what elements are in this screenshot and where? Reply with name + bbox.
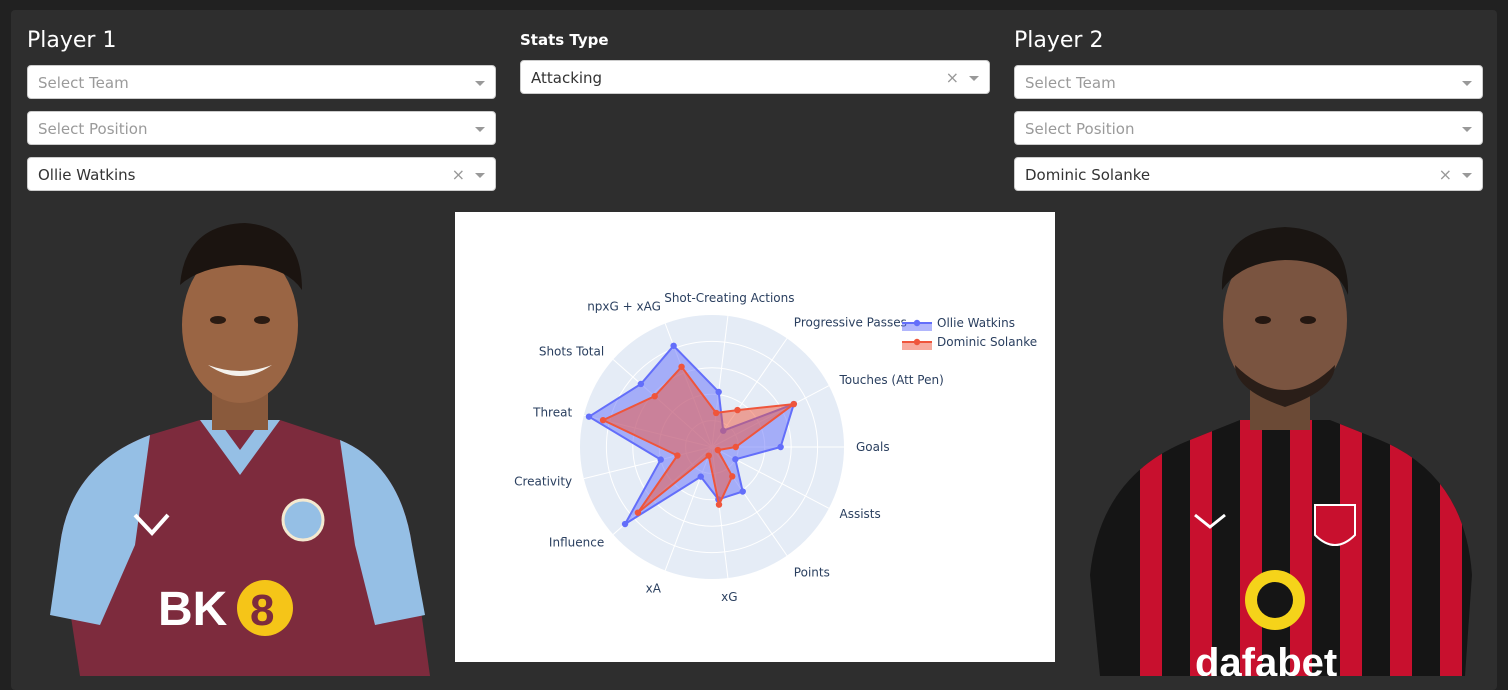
data-point[interactable] xyxy=(734,406,741,414)
data-point[interactable] xyxy=(621,520,629,528)
axis-label: npxG + xAG xyxy=(587,299,661,313)
axis-label: Shot-Creating Actions xyxy=(664,291,794,305)
chevron-down-icon[interactable] xyxy=(475,81,485,86)
series-area-2 xyxy=(602,365,795,514)
player2-photo: dafabet xyxy=(1090,227,1472,676)
data-point[interactable] xyxy=(715,501,723,508)
player1-position-placeholder: Select Position xyxy=(38,120,148,138)
axis-label: Goals xyxy=(856,440,890,454)
axis-label: xA xyxy=(646,582,662,596)
clear-icon[interactable]: × xyxy=(1438,165,1452,184)
player1-position-select[interactable]: Select Position xyxy=(27,111,496,145)
data-point[interactable] xyxy=(637,380,645,388)
axis-label: Assists xyxy=(840,507,881,521)
chevron-down-icon[interactable] xyxy=(475,127,485,132)
legend-swatch[interactable] xyxy=(902,342,932,350)
data-point[interactable] xyxy=(777,443,784,451)
player1-team-placeholder: Select Team xyxy=(38,74,129,92)
player2-team-select[interactable]: Select Team xyxy=(1014,65,1483,99)
axis-label: Influence xyxy=(549,535,604,549)
data-point[interactable] xyxy=(599,416,607,424)
data-point[interactable] xyxy=(712,409,720,417)
chevron-down-icon[interactable] xyxy=(1462,127,1472,132)
data-point[interactable] xyxy=(729,473,736,480)
data-point[interactable] xyxy=(697,473,704,480)
player1-heading: Player 1 xyxy=(27,28,117,53)
stats-type-heading: Stats Type xyxy=(520,31,609,49)
data-point[interactable] xyxy=(670,342,677,349)
player2-position-placeholder: Select Position xyxy=(1025,120,1135,138)
stats-type-select[interactable]: Attacking × xyxy=(520,60,990,94)
radar-chart-svg: Goals Touches (Att Pen) Progressive Passes… xyxy=(514,291,1037,604)
data-point[interactable] xyxy=(651,393,658,400)
player2-player-select[interactable]: Dominic Solanke × xyxy=(1014,157,1483,191)
data-point[interactable] xyxy=(678,363,685,370)
player2-player-value: Dominic Solanke xyxy=(1025,166,1151,184)
data-point[interactable] xyxy=(657,456,664,463)
radar-chart: Goals Touches (Att Pen) Progressive Passes… xyxy=(455,212,1055,662)
axis-label: Shots Total xyxy=(539,345,604,359)
data-point[interactable] xyxy=(732,456,739,463)
svg-text:dafabet: dafabet xyxy=(1195,641,1337,676)
data-point[interactable] xyxy=(585,413,593,420)
data-point[interactable] xyxy=(674,452,681,459)
axis-label: Touches (Att Pen) xyxy=(839,373,944,387)
player1-team-select[interactable]: Select Team xyxy=(27,65,496,99)
data-point[interactable] xyxy=(705,452,712,459)
chevron-down-icon[interactable] xyxy=(1462,173,1472,178)
player1-player-select[interactable]: Ollie Watkins × xyxy=(27,157,496,191)
svg-text:8: 8 xyxy=(250,586,274,635)
legend-label[interactable]: Ollie Watkins xyxy=(937,316,1015,330)
player2-position-select[interactable]: Select Position xyxy=(1014,111,1483,145)
axis-label: xG xyxy=(721,590,737,604)
data-point[interactable] xyxy=(732,443,739,451)
legend-marker[interactable] xyxy=(913,338,921,346)
axis-label: Points xyxy=(794,566,830,580)
data-point[interactable] xyxy=(714,446,722,454)
axis-label: Progressive Passes xyxy=(794,315,907,329)
legend-label[interactable]: Dominic Solanke xyxy=(937,335,1037,349)
clear-icon[interactable]: × xyxy=(451,165,465,184)
svg-text:BK: BK xyxy=(158,583,228,636)
data-point[interactable] xyxy=(634,509,642,516)
player1-player-value: Ollie Watkins xyxy=(38,166,136,184)
chevron-down-icon[interactable] xyxy=(969,76,979,81)
chevron-down-icon[interactable] xyxy=(475,173,485,178)
axis-label: Creativity xyxy=(514,474,572,488)
clear-icon[interactable]: × xyxy=(945,68,959,87)
data-point[interactable] xyxy=(790,400,798,408)
data-point[interactable] xyxy=(739,488,746,495)
chevron-down-icon[interactable] xyxy=(1462,81,1472,86)
legend-swatch[interactable] xyxy=(902,323,932,331)
player1-photo: BK 8 xyxy=(50,223,430,676)
data-point[interactable] xyxy=(715,388,722,396)
stats-type-value: Attacking xyxy=(531,69,603,87)
axis-label: Threat xyxy=(532,406,572,420)
player2-team-placeholder: Select Team xyxy=(1025,74,1116,92)
legend-marker[interactable] xyxy=(913,319,921,327)
player2-heading: Player 2 xyxy=(1014,28,1104,53)
